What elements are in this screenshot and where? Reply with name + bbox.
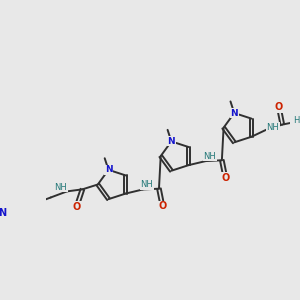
Text: N: N <box>105 165 112 174</box>
Text: O: O <box>274 102 283 112</box>
Text: N: N <box>230 109 238 118</box>
Text: O: O <box>73 202 81 212</box>
Text: H: H <box>293 116 300 125</box>
Text: NH: NH <box>203 152 216 161</box>
Text: O: O <box>221 173 230 183</box>
Text: N: N <box>167 137 175 146</box>
Text: NH: NH <box>267 123 279 132</box>
Text: N: N <box>0 208 7 218</box>
Text: NH: NH <box>140 180 153 189</box>
Text: NH: NH <box>55 183 67 192</box>
Text: O: O <box>158 201 167 211</box>
